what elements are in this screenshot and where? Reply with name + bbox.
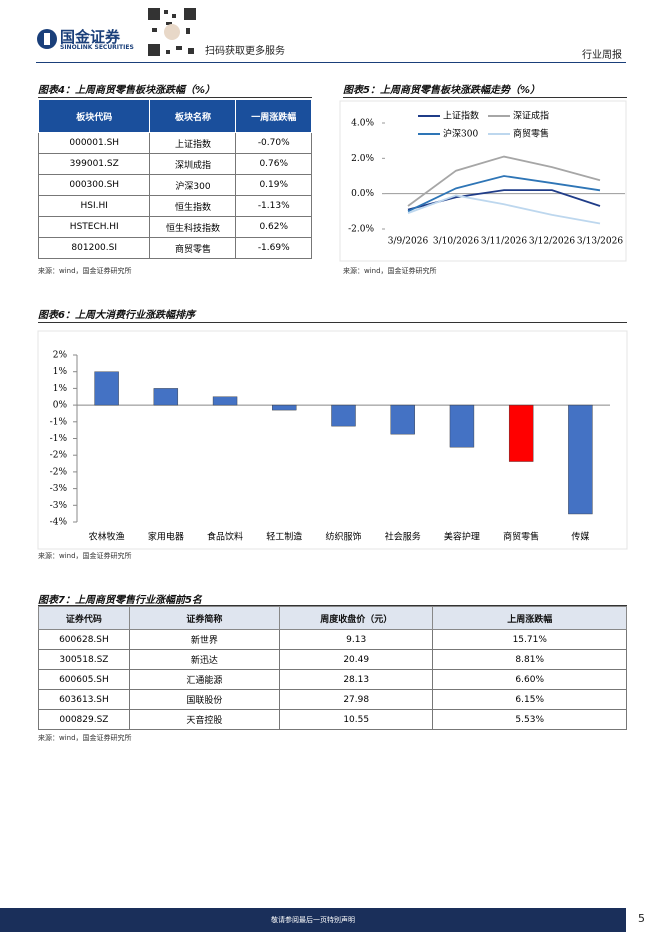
- header-cell: 证券代码: [38, 606, 130, 630]
- figure-title: 图表5：上周商贸零售板块涨跌幅走势（%）: [343, 85, 540, 96]
- x-tick-label: 3/13/2026: [577, 237, 623, 247]
- row: 600605.SH 汇通能源 28.13 6.60%: [38, 669, 627, 690]
- bar: [508, 404, 534, 462]
- source: 来源：wind，国金证券研究所: [38, 734, 132, 742]
- bar: [331, 404, 356, 427]
- header-cell: 证券简称: [128, 606, 280, 630]
- bar: [272, 404, 297, 411]
- x-tick-label: 食品饮料: [207, 531, 243, 543]
- row: 000829.SZ 天音控股 10.55 5.53%: [38, 709, 627, 730]
- cell: 天音控股: [128, 709, 280, 730]
- company-en: SINOLINK SECURITIES: [60, 44, 134, 51]
- x-tick-label: 3/12/2026: [529, 237, 575, 247]
- legend-label: 商贸零售: [513, 128, 549, 140]
- y-tick-label: 1%: [53, 384, 68, 394]
- source: 来源：wind，国金证券研究所: [38, 267, 132, 275]
- figure-title: 图表6：上周大消费行业涨跌幅排序: [38, 310, 195, 321]
- line-series: [407, 189, 601, 211]
- y-tick-label: -1%: [50, 434, 68, 444]
- x-tick-label: 传媒: [571, 531, 589, 543]
- cell: 5.53%: [432, 709, 627, 730]
- header-row: 板块代码 板块名称 一周涨跌幅: [37, 99, 312, 133]
- x-tick-label: 农林牧渔: [89, 531, 125, 543]
- logo-icon: [37, 29, 57, 49]
- cell: 0.62%: [235, 216, 312, 238]
- y-tick-label: -2%: [50, 451, 68, 461]
- legend-label: 沪深300: [443, 128, 478, 140]
- chart-frame: [339, 100, 627, 262]
- title-rule: [38, 97, 312, 98]
- row: HSTECH.HI 恒生科技指数 0.62%: [37, 216, 312, 238]
- y-tick-label: 2%: [53, 351, 68, 361]
- cell: 深圳成指: [149, 153, 237, 175]
- chart-frame: [37, 330, 628, 550]
- y-tick-label: 0.0%: [351, 189, 374, 199]
- y-tick-label: 4.0%: [351, 119, 374, 129]
- cell: 801200.SI: [37, 237, 151, 259]
- line-series: [407, 175, 601, 213]
- bar: [212, 396, 238, 406]
- x-tick-label: 3/10/2026: [433, 237, 479, 247]
- y-tick-label: 1%: [53, 367, 68, 377]
- bar: [449, 404, 475, 448]
- line-series: [407, 155, 601, 207]
- source: 来源：wind，国金证券研究所: [343, 267, 437, 275]
- company-name: 国金证券: [60, 28, 121, 46]
- bar: [390, 404, 415, 435]
- legend-label: 深证成指: [513, 110, 549, 122]
- x-tick-label: 3/9/2026: [388, 237, 429, 247]
- report-type: 行业周报: [582, 50, 622, 61]
- figure-title: 图表7：上周商贸零售行业涨幅前5名: [38, 595, 202, 606]
- cell: -1.69%: [235, 237, 312, 259]
- y-tick-label: -4%: [50, 518, 68, 528]
- header-cell: 上周涨跌幅: [432, 606, 627, 630]
- title-rule: [38, 605, 627, 606]
- y-tick-label: -1%: [50, 417, 68, 427]
- x-tick-label: 3/11/2026: [481, 237, 527, 247]
- row: 801200.SI 商贸零售 -1.69%: [37, 237, 312, 259]
- row: 000001.SH 上证指数 -0.70%: [37, 132, 312, 154]
- title-rule: [343, 97, 627, 98]
- qr-code: [146, 6, 198, 58]
- table7: 证券代码 证券简称 周度收盘价（元） 上周涨跌幅 600628.SH 新世界 9.13 15.…: [38, 606, 627, 730]
- source: 来源：wind，国金证券研究所: [38, 552, 132, 560]
- x-tick-label: 美容护理: [444, 531, 480, 543]
- title-rule: [38, 322, 627, 323]
- y-tick-label: -3%: [50, 501, 68, 511]
- bar: [568, 404, 593, 515]
- header-cell: 板块名称: [149, 99, 237, 133]
- row: 600628.SH 新世界 9.13 15.71%: [38, 629, 627, 650]
- footer-bar: [0, 908, 626, 932]
- y-tick-label: -2.0%: [348, 225, 374, 235]
- y-tick-label: -2%: [50, 467, 68, 477]
- disclaimer: 敬请参阅最后一页特别声明: [271, 916, 355, 924]
- table4: 板块代码 板块名称 一周涨跌幅 000001.SH 上证指数 -0.70% 399001.S…: [37, 99, 312, 259]
- x-tick-label: 轻工制造: [266, 531, 302, 543]
- x-tick-label: 社会服务: [385, 531, 421, 543]
- x-tick-label: 家用电器: [148, 531, 184, 543]
- row: HSI.HI 恒生指数 -1.13%: [37, 195, 312, 217]
- x-tick-label: 纺织服饰: [325, 531, 361, 543]
- header-cell: 一周涨跌幅: [235, 99, 312, 133]
- bar: [94, 371, 119, 406]
- line-series: [407, 194, 601, 225]
- header-rule: [36, 62, 626, 63]
- figure-title: 图表4：上周商贸零售板块涨跌幅（%）: [38, 85, 215, 96]
- x-tick-label: 商贸零售: [503, 531, 539, 543]
- page-number: 5: [638, 912, 645, 925]
- legend-label: 上证指数: [443, 110, 479, 122]
- bar: [153, 388, 179, 406]
- qr-text: 扫码获取更多服务: [205, 46, 285, 57]
- row: 399001.SZ 深圳成指 0.76%: [37, 153, 312, 175]
- y-tick-label: -3%: [50, 484, 68, 494]
- y-tick-label: 2.0%: [351, 154, 374, 164]
- cell: 商贸零售: [149, 237, 237, 259]
- y-tick-label: 0%: [53, 401, 68, 411]
- row: 000300.SH 沪深300 0.19%: [37, 174, 312, 196]
